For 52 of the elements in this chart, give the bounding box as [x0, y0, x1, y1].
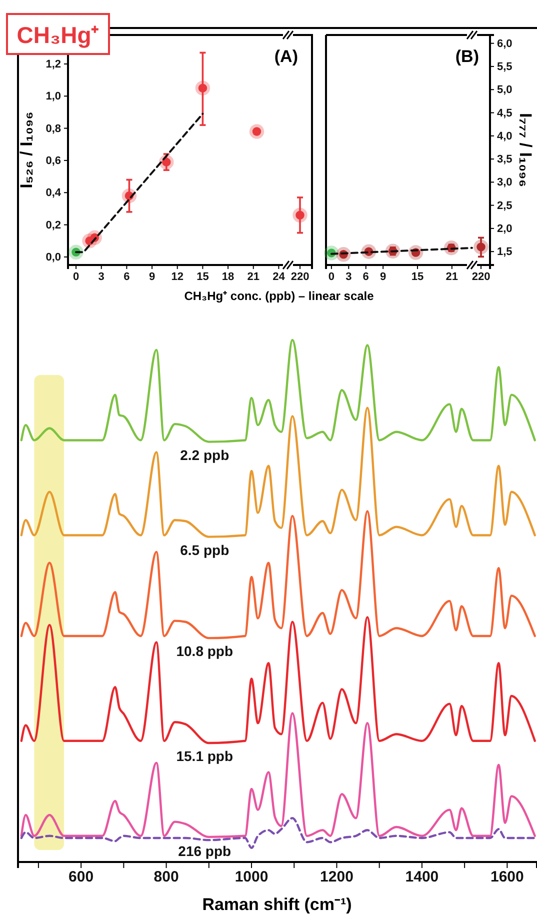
y2-tick-label: 5,0: [497, 84, 512, 96]
series-label: 15.1 ppb: [176, 748, 234, 764]
x-tick-label: 220: [472, 270, 490, 283]
y2-tick-label: 4,0: [497, 130, 512, 142]
text: (A): [274, 47, 298, 66]
series-label: 6.5 ppb: [180, 542, 230, 558]
y2-tick-label: 3,5: [497, 154, 512, 166]
x-tick-label: 6: [362, 270, 369, 283]
x-tick-label: 800: [154, 868, 179, 886]
y-tick-label: 0,2: [46, 219, 61, 232]
text: (B): [455, 47, 479, 66]
series-label: 10.8 ppb: [176, 642, 234, 659]
x-tick-label: 15: [196, 270, 209, 283]
x-tick-label: 21: [247, 270, 260, 283]
x-axis-title: CH₃Hg⁺ conc. (ppb) – linear scale: [184, 289, 374, 303]
x-tick-label: 6: [124, 270, 130, 283]
x-tick-label: 1400: [405, 868, 439, 886]
x-tick-label: 18: [222, 270, 234, 283]
y2-tick-label: 2,0: [497, 222, 512, 235]
y-tick-label: 0,4: [46, 187, 62, 200]
y2-axis-title: I₇₇₇ / I₁₀₉₆: [516, 112, 535, 188]
chart-title: CH₃Hg⁺: [16, 22, 100, 48]
x-tick-label: 21: [446, 270, 458, 283]
x-tick-label: 15: [411, 270, 424, 283]
x-tick-label: 1200: [320, 868, 354, 886]
x-tick-label: 600: [68, 868, 94, 886]
y-axis-title: I₅₂₆ / I₁₀₉₆: [17, 112, 36, 188]
x-tick-label: 9: [148, 270, 156, 283]
x-tick-label: 24: [272, 270, 286, 283]
x-tick-label: 0: [328, 270, 335, 283]
x-axis-title: Raman shift (cm⁻¹): [202, 895, 352, 914]
y2-tick-label: 5,5: [497, 60, 512, 73]
x-tick-label: 9: [380, 270, 386, 283]
x-tick-label: 12: [171, 270, 184, 283]
y2-tick-label: 2,5: [497, 200, 512, 212]
x-tick-label: 1000: [234, 868, 268, 886]
x-tick-label: 220: [290, 270, 310, 283]
series-label: 216 ppb: [178, 842, 232, 859]
y-tick-label: 1,0: [46, 90, 61, 103]
y-tick-label: 0,0: [46, 251, 61, 264]
x-tick-label: 1600: [490, 868, 524, 886]
y2-tick-label: 6,0: [497, 38, 512, 50]
x-tick-label: 3: [346, 270, 352, 283]
x-tick-label: 3: [98, 270, 104, 283]
y-tick-label: 0,6: [46, 154, 61, 167]
y-tick-label: 0,8: [46, 122, 61, 135]
y2-tick-label: 3,0: [497, 176, 512, 189]
x-tick-label: 0: [72, 270, 80, 283]
series-label: 2.2 ppb: [180, 447, 230, 464]
y-tick-label: 1,2: [46, 58, 61, 70]
y2-tick-label: 1,5: [497, 246, 512, 258]
y2-tick-label: 4,5: [497, 107, 512, 120]
